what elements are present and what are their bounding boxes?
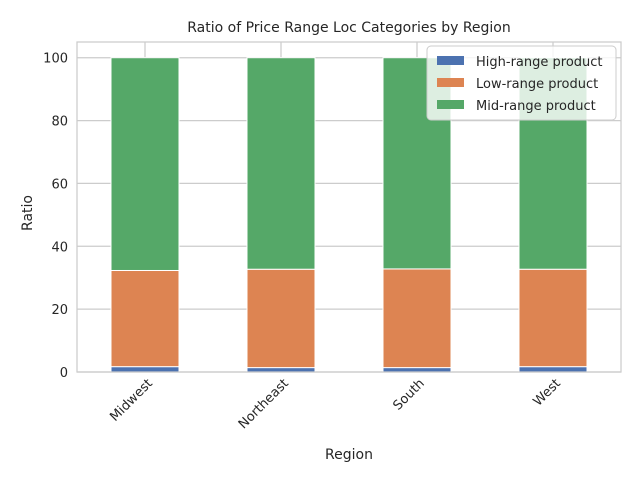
- bar-segment: [246, 367, 316, 373]
- bar-segment: [110, 269, 180, 368]
- bar-segment: [246, 57, 316, 270]
- y-tick-label: 60: [51, 177, 68, 192]
- y-tick-label: 100: [43, 52, 68, 67]
- legend: High-range product Low-range product Mid-r…: [426, 45, 617, 121]
- legend-label: Mid-range product: [476, 99, 596, 114]
- y-tick-label: 80: [51, 115, 68, 130]
- bar-segment: [518, 268, 588, 368]
- legend-label: Low-range product: [476, 77, 598, 92]
- bar-segment: [246, 268, 316, 369]
- y-tick-label: 20: [51, 303, 68, 318]
- legend-swatch: [437, 56, 464, 65]
- legend-swatch: [437, 78, 464, 87]
- bars: [110, 57, 588, 373]
- y-axis-label: Ratio: [20, 195, 36, 231]
- legend-label: High-range product: [476, 55, 603, 70]
- plot-frame: [76, 41, 622, 373]
- legend-box: [426, 45, 617, 121]
- bar-segment: [518, 366, 588, 373]
- legend-swatch: [437, 100, 464, 109]
- bar-segment: [110, 57, 180, 271]
- bar-segment: [382, 367, 452, 373]
- y-tick-label: 40: [51, 240, 68, 255]
- y-tick-label: 0: [60, 366, 68, 381]
- x-axis-label: Region: [325, 447, 373, 463]
- bar-segment: [110, 366, 180, 373]
- chart-title: Ratio of Price Range Loc Categories by R…: [187, 20, 511, 36]
- bar-segment: [382, 268, 452, 369]
